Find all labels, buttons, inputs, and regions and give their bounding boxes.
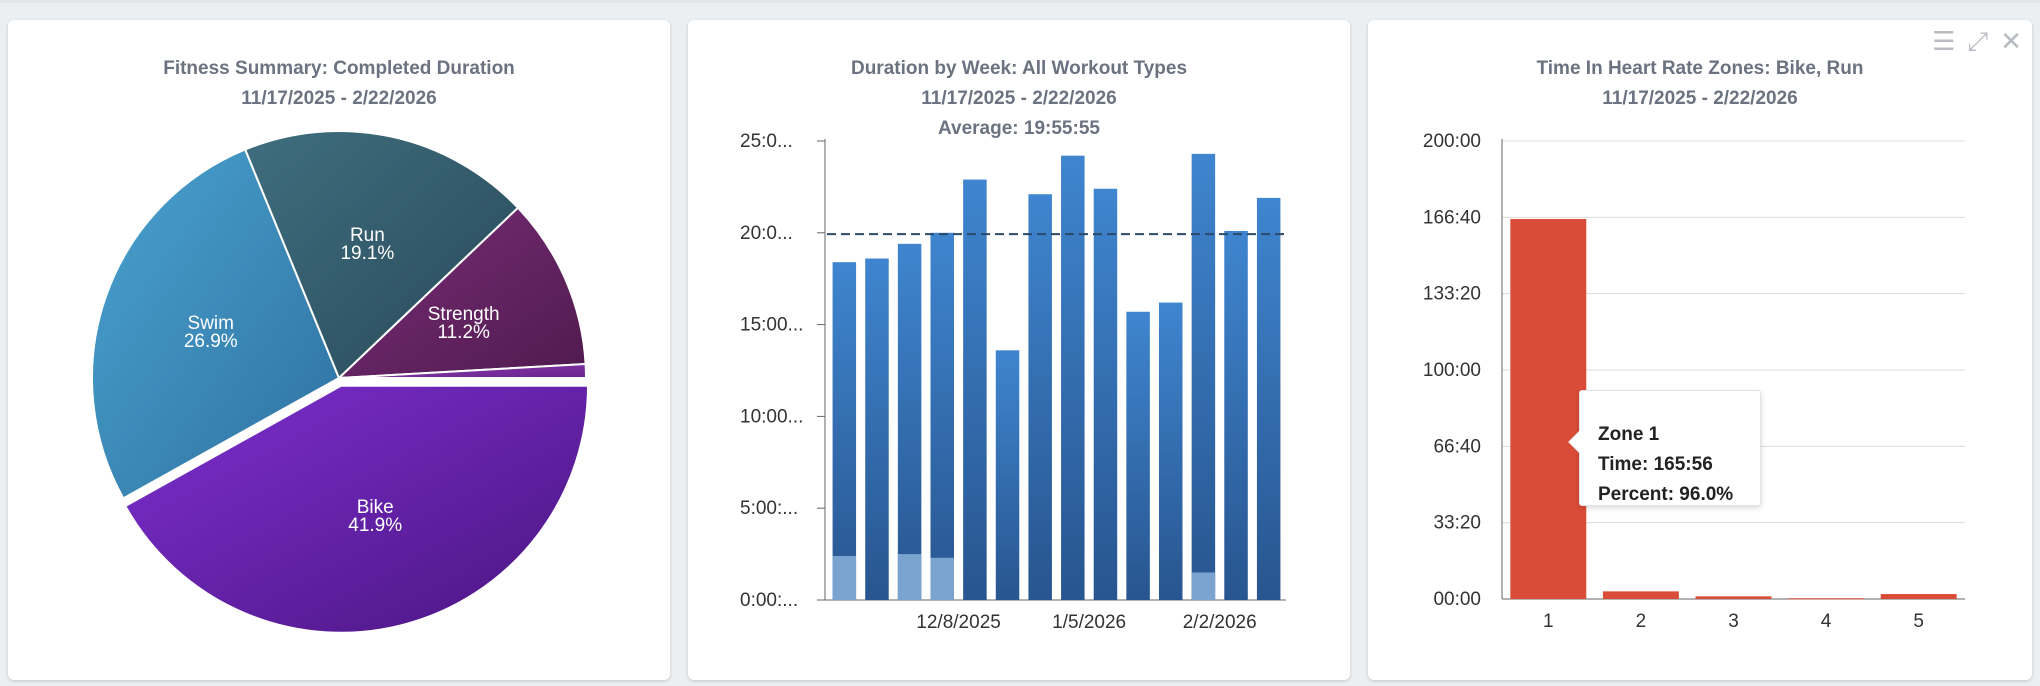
pie-label-bike: Bike [357,497,394,518]
weekly-chart-title: Duration by Week: All Workout Types [850,58,1188,79]
weekly-chart-titles: Duration by Week: All Workout Types 11/1… [688,54,1350,144]
tooltip-arrow [1569,431,1580,453]
weekly-bar-chart: 0:00:... 5:00:... 10:00... 15:00... 20:0... 2… [740,131,1286,633]
week-bar-segment [1191,572,1216,600]
pie-label-strength: Strength [428,304,500,325]
pie-chart-subtitle: 11/17/2025 - 2/22/2026 [241,88,437,109]
y-tick-label: 25:0... [740,131,793,152]
pie-pct-swim: 26.9% [184,331,238,352]
pie-slice-swim [91,148,341,500]
week-bar [1191,153,1216,601]
fitness-summary-panel: Fitness Summary: Completed Duration 11/1… [8,20,670,680]
pie-chart-title: Fitness Summary: Completed Duration [163,58,515,79]
x-tick-label: 12/8/2025 [916,612,1001,633]
pie-slice-other [338,362,588,379]
pie-label-run: Run [350,225,385,246]
panel-toolbar: ☰ ⤢ ✕ [1932,28,2022,54]
x-tick-label: 3 [1728,611,1739,632]
week-bar [1224,230,1248,601]
duration-by-week-panel: Duration by Week: All Workout Types 11/1… [688,20,1350,680]
zone-tooltip: Zone 1 Time: 165:56 Percent: 96.0% [1569,390,1761,506]
week-bar-segment [832,555,857,600]
zone-bar [1880,594,1957,599]
week-bar [1093,188,1118,600]
week-bar-segment [897,554,922,600]
y-tick-label: 166:40 [1423,207,1481,228]
week-bar-segment [930,557,955,600]
weekly-chart-average: Average: 19:55:55 [938,118,1100,139]
x-tick-label: 5 [1913,611,1924,632]
zones-bar-chart: 00:00 33:20 66:40 100:00 133:20 166:40 200:00 1… [1423,131,1965,632]
week-bar [1126,311,1150,600]
x-tick-label: 1/5/2026 [1052,612,1126,633]
y-tick-label: 200:00 [1423,131,1481,152]
close-icon[interactable]: ✕ [2000,26,2022,56]
pie-slice-strength [336,206,587,380]
zone-bar [1695,596,1772,599]
heart-rate-zones-panel: ☰ ⤢ ✕ Time In Heart Rate Zones: Bike, Ru… [1368,20,2032,680]
menu-icon[interactable]: ☰ [1932,26,1956,56]
zone-bar [1602,591,1679,599]
y-tick-label: 100:00 [1423,360,1481,381]
zones-chart-titles: Time In Heart Rate Zones: Bike, Run 11/1… [1368,54,2032,114]
y-tick-label: 33:20 [1433,513,1481,534]
tooltip-time: Time: 165:56 [1598,454,1713,475]
tooltip-zone: Zone 1 [1598,424,1660,445]
pie-slice-bike [123,384,590,634]
pie-pct-bike: 41.9% [348,515,402,536]
zones-chart-subtitle: 11/17/2025 - 2/22/2026 [1602,88,1798,109]
zone-bar [1788,598,1865,600]
pie-pct-strength: 11.2% [437,322,490,343]
y-tick-label: 66:40 [1433,436,1481,457]
week-bar [963,179,987,600]
week-bar [897,243,922,601]
week-bar [865,258,889,600]
week-bar [1256,197,1281,600]
week-bar [1061,155,1085,601]
y-tick-label: 133:20 [1423,284,1481,305]
x-tick-label: 1 [1543,611,1554,632]
week-bar [995,350,1020,600]
week-bar [930,232,955,601]
top-border [0,0,2040,3]
zone-bar [1510,219,1587,599]
y-tick-label: 0:00:... [740,590,798,611]
week-bar [832,262,857,600]
week-bar [1158,302,1183,600]
zones-chart-title: Time In Heart Rate Zones: Bike, Run [1536,58,1864,79]
tooltip-percent: Percent: 96.0% [1598,484,1734,505]
x-tick-label: 2 [1636,611,1647,632]
y-tick-label: 10:00... [740,406,803,427]
weekly-chart-subtitle: 11/17/2025 - 2/22/2026 [921,88,1117,109]
pie-slice-run [243,130,520,380]
pie-label-swim: Swim [188,313,234,334]
y-tick-label: 5:00:... [740,498,798,519]
pie-pct-run: 19.1% [340,243,394,264]
y-tick-label: 00:00 [1433,589,1481,610]
week-bar [1028,194,1052,600]
expand-icon[interactable]: ⤢ [1967,26,1989,56]
x-tick-label: 2/2/2026 [1183,612,1257,633]
pie-chart-titles: Fitness Summary: Completed Duration 11/1… [8,54,670,114]
y-tick-label: 20:0... [740,223,793,244]
y-tick-label: 15:00... [740,315,803,336]
x-tick-label: 4 [1821,611,1832,632]
